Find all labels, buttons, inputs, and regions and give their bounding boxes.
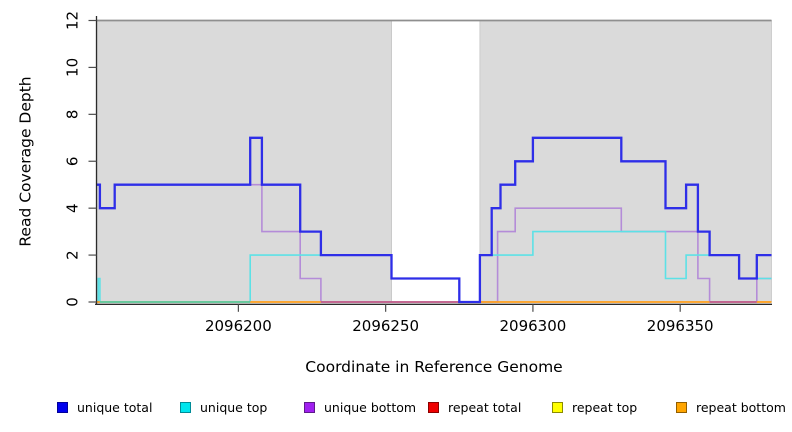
y-axis-title: Read Coverage Depth <box>16 76 35 247</box>
legend-label: unique total <box>77 399 153 415</box>
y-tick-label: 10 <box>63 58 81 77</box>
series-line-unique-total <box>97 136 772 304</box>
repeat-top-swatch-icon <box>552 401 563 413</box>
series-line-unique-bottom <box>114 183 772 303</box>
legend-label: repeat bottom <box>696 399 786 415</box>
x-tick-label: 2096250 <box>352 317 419 335</box>
unique-top-swatch-icon <box>180 401 191 413</box>
legend-item-repeat-bottom: repeat bottom <box>676 396 786 418</box>
legend-item-repeat-total: repeat total <box>428 396 521 418</box>
uncovered-gap <box>391 20 481 303</box>
repeat-bottom-swatch-icon <box>676 401 687 413</box>
y-tick-label: 4 <box>63 203 81 213</box>
legend-label: repeat top <box>572 399 638 415</box>
legend-label: repeat total <box>448 399 522 415</box>
chart-legend: unique total unique top unique bottom re… <box>0 396 792 420</box>
y-tick-label: 8 <box>63 110 81 120</box>
legend-item-unique-total: unique total <box>57 396 152 418</box>
y-tick-label: 12 <box>63 11 81 30</box>
legend-label: unique bottom <box>324 399 417 415</box>
unique-bottom-swatch-icon <box>304 401 315 413</box>
legend-item-unique-top: unique top <box>180 396 267 418</box>
repeat-total-swatch-icon <box>428 401 439 413</box>
y-tick-label: 0 <box>63 297 81 307</box>
legend-item-repeat-top: repeat top <box>552 396 637 418</box>
legend-label: unique top <box>200 399 268 415</box>
x-axis-title: Coordinate in Reference Genome <box>305 358 563 376</box>
x-tick-label: 2096300 <box>500 317 567 335</box>
x-tick-label: 2096350 <box>647 317 714 335</box>
x-tick-label: 2096200 <box>205 317 272 335</box>
y-tick-label: 6 <box>63 157 81 167</box>
unique-total-swatch-icon <box>57 401 68 413</box>
y-tick-label: 2 <box>63 250 81 260</box>
shaded-region-left <box>96 20 392 303</box>
legend-item-unique-bottom: unique bottom <box>304 396 416 418</box>
